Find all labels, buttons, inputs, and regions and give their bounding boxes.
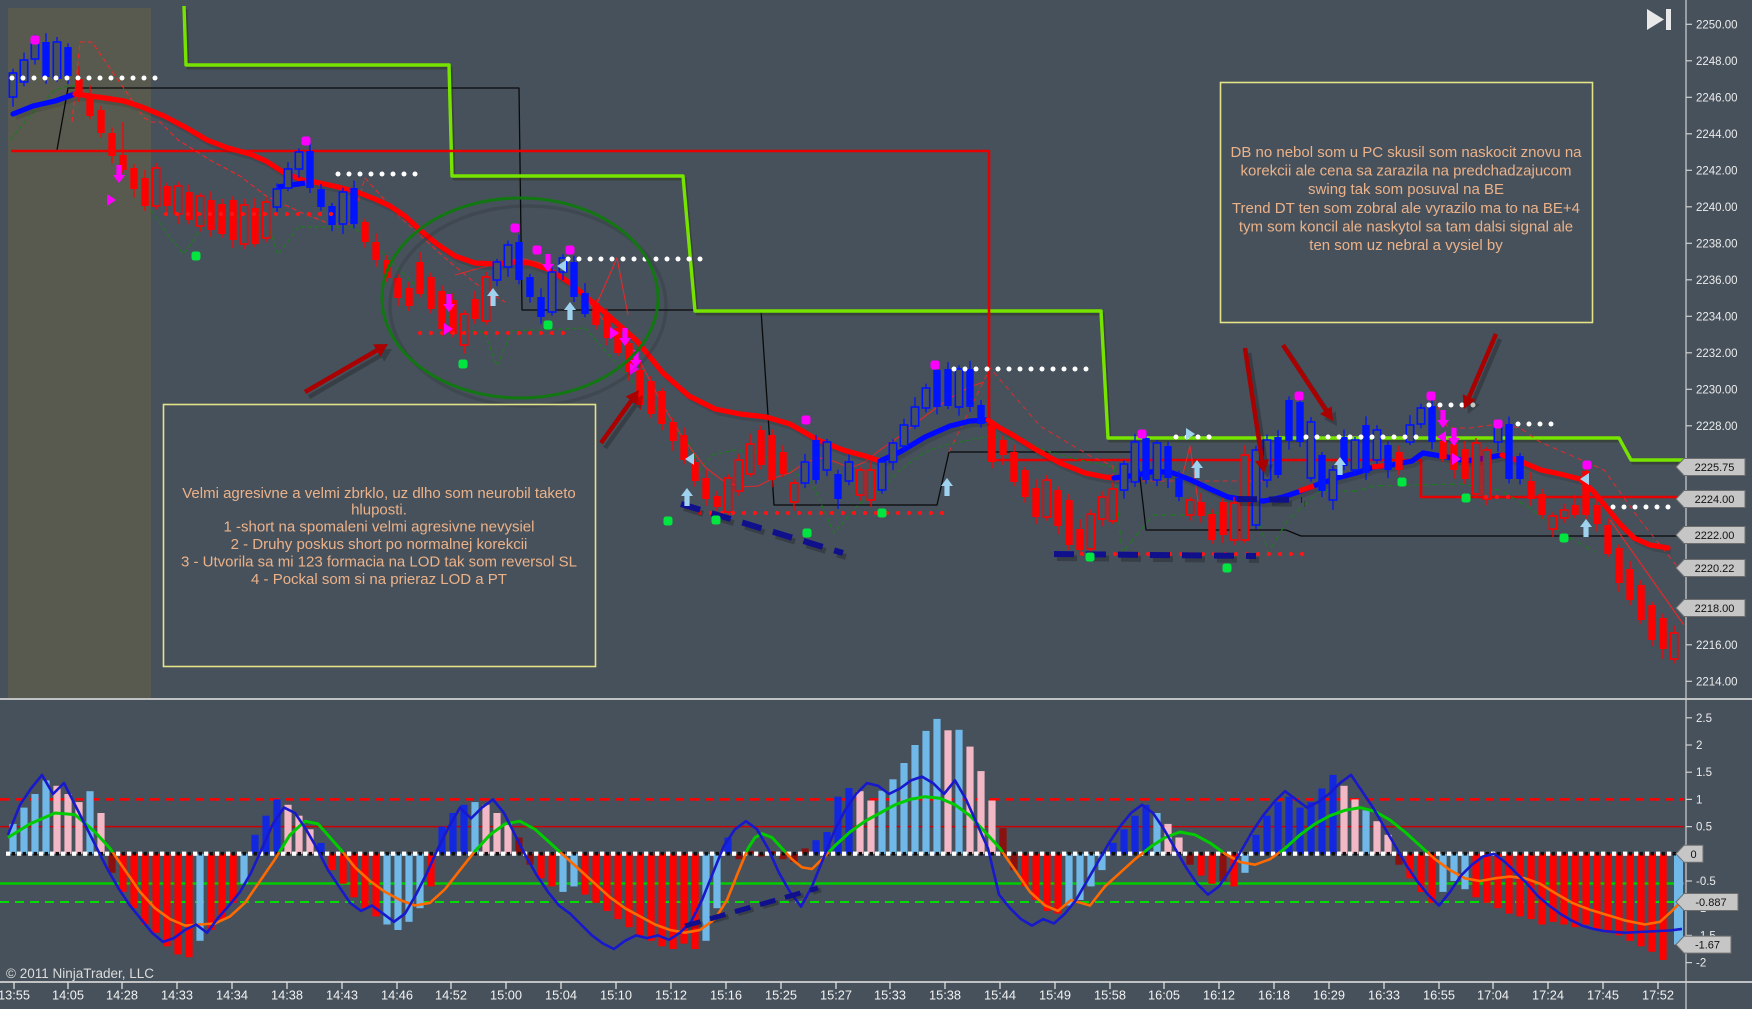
svg-text:16:05: 16:05	[1148, 988, 1180, 1003]
svg-text:2250.00: 2250.00	[1696, 19, 1738, 31]
svg-text:14:28: 14:28	[106, 988, 138, 1003]
svg-text:2238.00: 2238.00	[1696, 238, 1738, 250]
svg-text:16:29: 16:29	[1313, 988, 1345, 1003]
svg-text:ten som uz nebral a vysiel by: ten som uz nebral a vysiel by	[1309, 237, 1503, 254]
svg-text:2234.00: 2234.00	[1696, 311, 1738, 323]
svg-text:2232.00: 2232.00	[1696, 348, 1738, 360]
svg-text:15:44: 15:44	[984, 988, 1016, 1003]
svg-text:15:10: 15:10	[600, 988, 632, 1003]
svg-text:3 - Utvorila sa mi 123 formaci: 3 - Utvorila sa mi 123 formacia na LOD t…	[181, 554, 577, 571]
svg-text:© 2011 NinjaTrader, LLC: © 2011 NinjaTrader, LLC	[6, 966, 154, 981]
svg-text:-2: -2	[1696, 958, 1706, 970]
svg-text:-1.67: -1.67	[1695, 940, 1720, 952]
svg-text:2: 2	[1696, 740, 1702, 752]
svg-text:DB no nebol som u PC skusil so: DB no nebol som u PC skusil som naskocit…	[1231, 144, 1583, 161]
svg-text:15:12: 15:12	[655, 988, 687, 1003]
svg-text:16:55: 16:55	[1423, 988, 1455, 1003]
svg-text:Trend DT ten som zobral ale vy: Trend DT ten som zobral ale vyrazilo ma …	[1232, 200, 1580, 217]
svg-text:tym som koncil ale naskytol sa: tym som koncil ale naskytol sa tam dalsi…	[1239, 218, 1573, 235]
svg-text:2248.00: 2248.00	[1696, 56, 1738, 68]
svg-text:17:52: 17:52	[1642, 988, 1674, 1003]
svg-text:2214.00: 2214.00	[1696, 676, 1738, 688]
svg-text:2 - Druhy poskus short po norm: 2 - Druhy poskus short po normalnej kore…	[231, 536, 528, 553]
svg-text:1 -short na spomaleni velmi ag: 1 -short na spomaleni velmi agresivne ne…	[224, 519, 535, 536]
svg-text:2242.00: 2242.00	[1696, 165, 1738, 177]
svg-text:2224.00: 2224.00	[1695, 494, 1735, 506]
svg-text:17:24: 17:24	[1532, 988, 1564, 1003]
svg-text:2225.75: 2225.75	[1695, 462, 1735, 474]
svg-text:2218.00: 2218.00	[1695, 603, 1735, 615]
svg-text:2.5: 2.5	[1696, 713, 1712, 725]
svg-text:-0.887: -0.887	[1695, 897, 1726, 909]
svg-text:hluposti.: hluposti.	[351, 502, 407, 519]
svg-text:14:43: 14:43	[326, 988, 358, 1003]
svg-text:17:04: 17:04	[1477, 988, 1509, 1003]
svg-text:0: 0	[1690, 849, 1696, 861]
svg-text:15:25: 15:25	[765, 988, 797, 1003]
svg-text:15:49: 15:49	[1039, 988, 1071, 1003]
svg-text:2246.00: 2246.00	[1696, 92, 1738, 104]
svg-text:16:18: 16:18	[1258, 988, 1290, 1003]
svg-text:1: 1	[1696, 794, 1702, 806]
svg-text:2230.00: 2230.00	[1696, 384, 1738, 396]
svg-text:15:33: 15:33	[874, 988, 906, 1003]
svg-text:14:33: 14:33	[161, 988, 193, 1003]
svg-text:14:05: 14:05	[52, 988, 84, 1003]
svg-text:15:16: 15:16	[710, 988, 742, 1003]
svg-text:1.5: 1.5	[1696, 767, 1712, 779]
svg-text:-0.5: -0.5	[1696, 876, 1716, 888]
svg-text:2236.00: 2236.00	[1696, 275, 1738, 287]
svg-text:16:33: 16:33	[1368, 988, 1400, 1003]
svg-text:2240.00: 2240.00	[1696, 202, 1738, 214]
svg-text:2244.00: 2244.00	[1696, 129, 1738, 141]
svg-text:15:58: 15:58	[1094, 988, 1126, 1003]
svg-text:4 - Pockal som si na prieraz L: 4 - Pockal som si na prieraz LOD a PT	[251, 571, 507, 588]
svg-text:15:38: 15:38	[929, 988, 961, 1003]
svg-text:15:04: 15:04	[545, 988, 577, 1003]
svg-text:17:45: 17:45	[1587, 988, 1619, 1003]
svg-text:swing tak som posuval na BE: swing tak som posuval na BE	[1308, 181, 1504, 198]
svg-text:2222.00: 2222.00	[1695, 530, 1735, 542]
svg-text:2216.00: 2216.00	[1696, 640, 1738, 652]
svg-text:korekcii ale cena sa zarazila: korekcii ale cena sa zarazila na predcha…	[1240, 163, 1571, 180]
svg-text:Velmi agresivne a velmi zbrklo: Velmi agresivne a velmi zbrklo, uz dlho …	[182, 485, 576, 502]
svg-text:16:12: 16:12	[1203, 988, 1235, 1003]
svg-text:0.5: 0.5	[1696, 822, 1712, 834]
svg-text:13:55: 13:55	[0, 988, 30, 1003]
svg-text:2220.22: 2220.22	[1695, 563, 1735, 575]
svg-text:15:00: 15:00	[490, 988, 522, 1003]
svg-text:14:52: 14:52	[435, 988, 467, 1003]
svg-text:14:46: 14:46	[381, 988, 413, 1003]
svg-text:15:27: 15:27	[820, 988, 852, 1003]
svg-text:14:38: 14:38	[271, 988, 303, 1003]
svg-text:14:34: 14:34	[216, 988, 248, 1003]
svg-text:2228.00: 2228.00	[1696, 421, 1738, 433]
